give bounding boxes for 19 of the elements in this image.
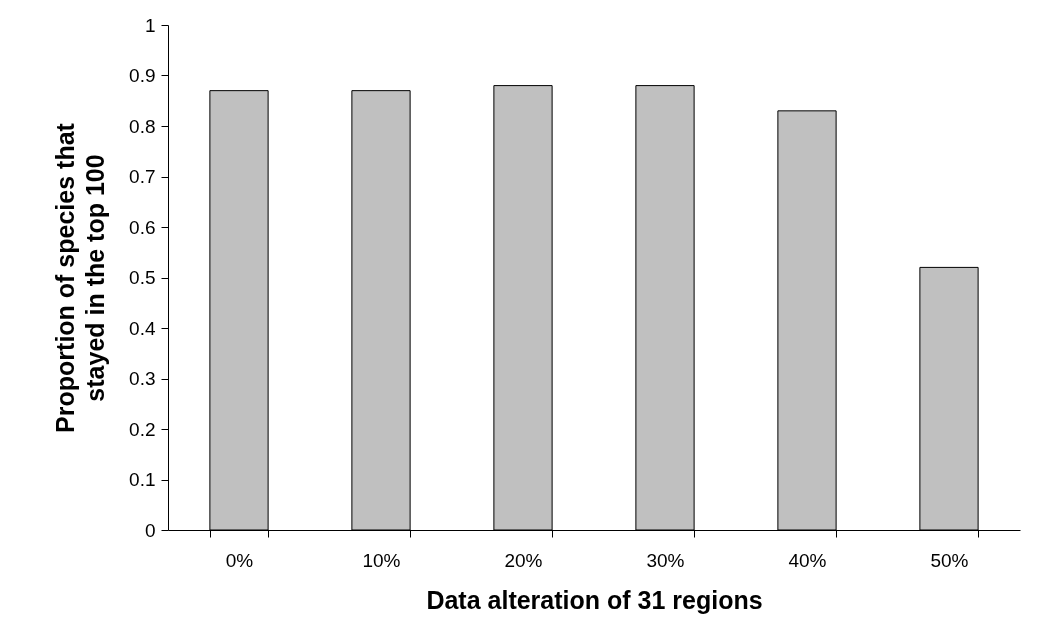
y-tick-label: 1 [144,14,156,36]
x-tick-label: 20% [504,549,543,571]
x-axis-title: Data alteration of 31 regions [426,585,763,614]
x-tick-label: 40% [788,549,827,571]
y-tick-label: 0.4 [129,317,156,339]
y-tick-label: 0.8 [129,115,156,137]
x-tick-label: 30% [646,549,685,571]
y-tick-label: 0.3 [129,368,156,389]
y-tick-label: 0.7 [129,166,156,187]
y-tick-label: 0.1 [129,469,156,490]
y-tick-label: 0.6 [129,216,156,238]
y-tick-label: 0.9 [129,65,156,86]
x-tick-label: 50% [930,549,969,571]
y-tick-label: 0.5 [129,267,156,288]
x-tick-label: 0% [225,549,254,571]
y-tick-label: 0.2 [129,418,156,440]
y-tick-label: 0 [144,519,156,541]
x-tick-label: 10% [362,549,401,571]
y-axis-title: Proportion of species that stayed in the top 100 [51,122,110,433]
